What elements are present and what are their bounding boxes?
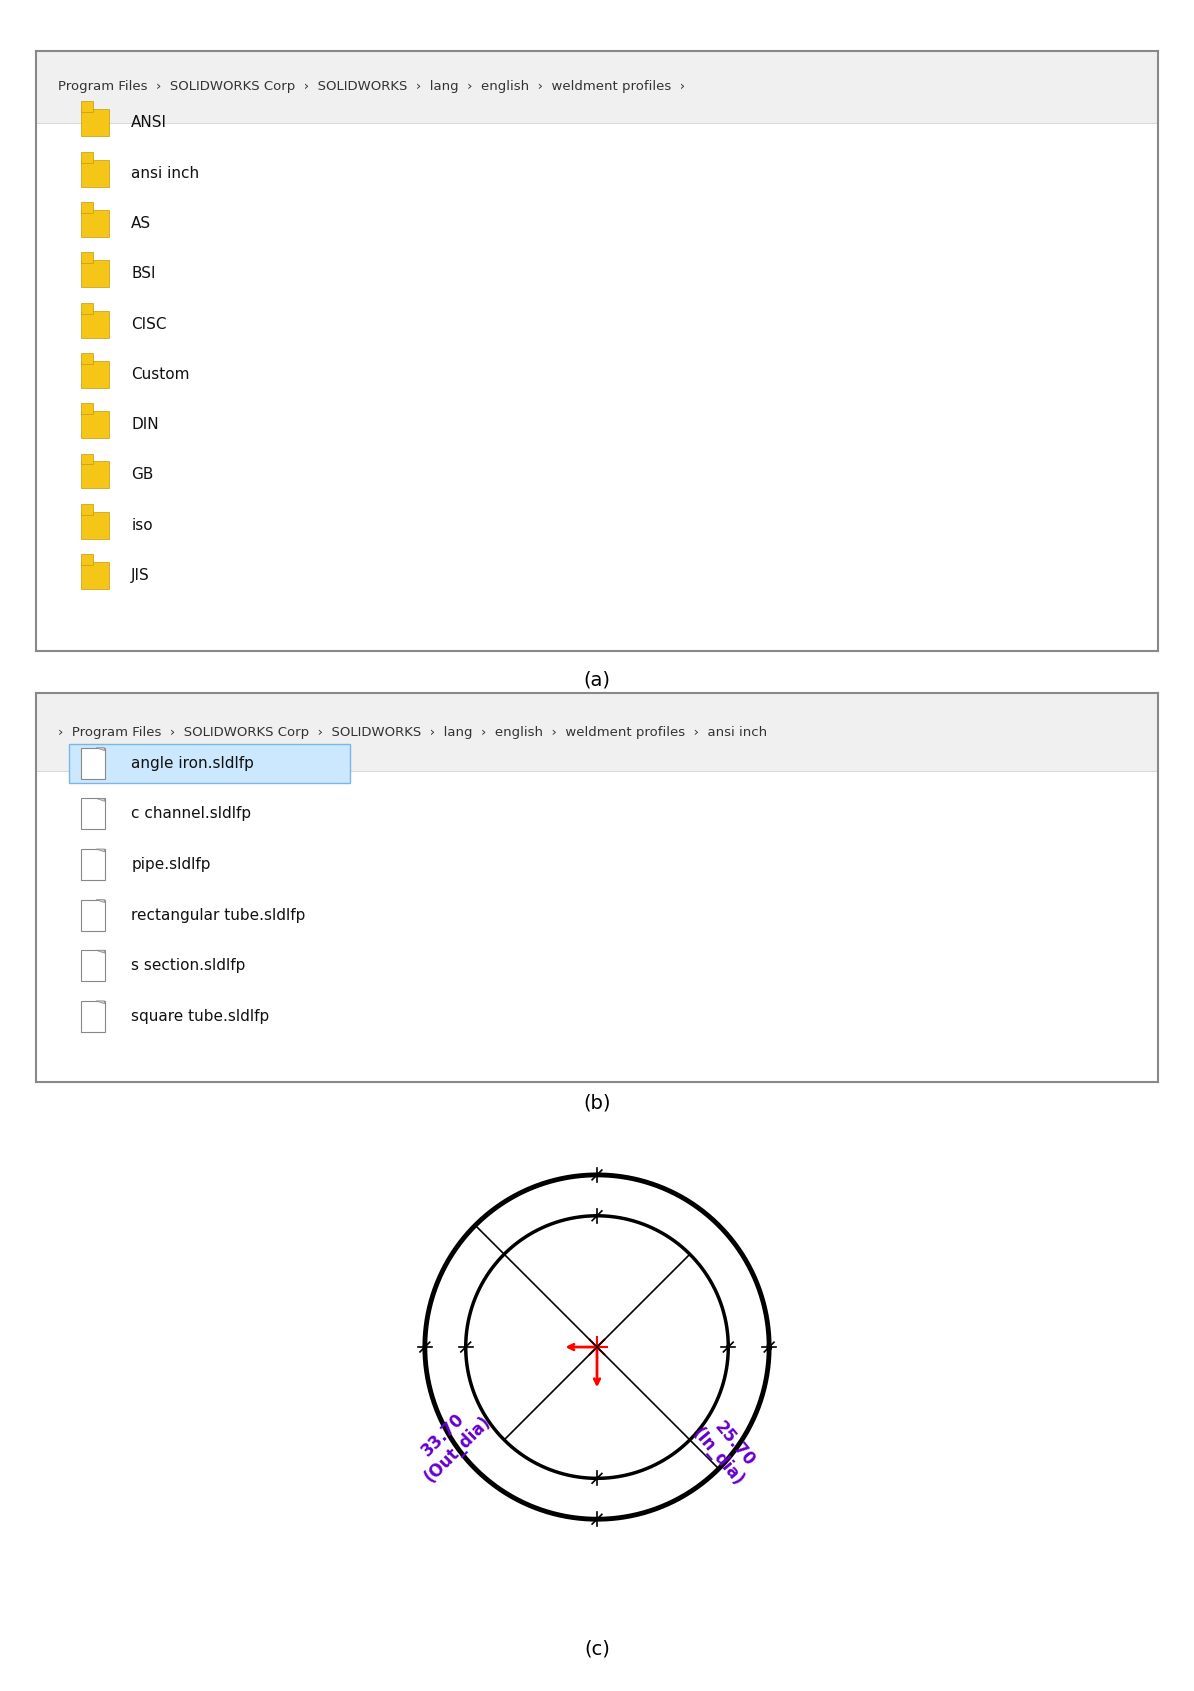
Bar — [81, 462, 109, 489]
Text: JIS: JIS — [131, 568, 150, 583]
Bar — [81, 311, 109, 338]
Bar — [81, 747, 105, 780]
Text: angle iron.sldlfp: angle iron.sldlfp — [131, 756, 254, 771]
Text: (a): (a) — [584, 670, 610, 690]
Text: square tube.sldlfp: square tube.sldlfp — [131, 1010, 270, 1025]
Bar — [81, 152, 93, 162]
Text: AS: AS — [131, 216, 152, 232]
Text: s section.sldlfp: s section.sldlfp — [131, 959, 246, 974]
Bar — [81, 404, 93, 414]
Bar — [81, 504, 93, 514]
Text: BSI: BSI — [131, 265, 155, 281]
Bar — [81, 159, 109, 186]
Bar — [81, 303, 93, 313]
Text: DIN: DIN — [131, 418, 159, 433]
Bar — [81, 453, 93, 465]
Bar — [81, 210, 109, 237]
Bar — [81, 260, 109, 287]
Text: pipe.sldlfp: pipe.sldlfp — [131, 857, 210, 873]
Bar — [81, 353, 93, 364]
Bar — [81, 849, 105, 879]
Text: rectangular tube.sldlfp: rectangular tube.sldlfp — [131, 908, 306, 923]
Text: 33.70
(Out_dia): 33.70 (Out_dia) — [406, 1398, 494, 1486]
Bar — [81, 561, 109, 588]
Text: (c): (c) — [584, 1639, 610, 1659]
Bar — [81, 798, 105, 830]
Bar — [81, 555, 93, 565]
Bar — [81, 360, 109, 387]
Text: CISC: CISC — [131, 316, 167, 331]
Polygon shape — [97, 1001, 105, 1004]
Bar — [81, 203, 93, 213]
Polygon shape — [97, 950, 105, 954]
Bar — [81, 252, 93, 264]
Polygon shape — [97, 849, 105, 852]
Text: iso: iso — [131, 517, 153, 533]
Text: Custom: Custom — [131, 367, 190, 382]
Bar — [81, 101, 93, 112]
Text: c channel.sldlfp: c channel.sldlfp — [131, 807, 252, 822]
Bar — [36, 693, 1158, 771]
Bar — [81, 512, 109, 539]
Bar — [81, 411, 109, 438]
Bar — [81, 900, 105, 930]
Bar — [81, 110, 109, 137]
Text: 25.70
(In_dia): 25.70 (In_dia) — [689, 1410, 763, 1490]
Bar — [36, 51, 1158, 123]
Polygon shape — [97, 900, 105, 903]
Bar — [69, 744, 350, 783]
Polygon shape — [97, 798, 105, 802]
Text: ANSI: ANSI — [131, 115, 167, 130]
Text: Program Files  ›  SOLIDWORKS Corp  ›  SOLIDWORKS  ›  lang  ›  english  ›  weldme: Program Files › SOLIDWORKS Corp › SOLIDW… — [59, 79, 685, 93]
Text: ›  Program Files  ›  SOLIDWORKS Corp  ›  SOLIDWORKS  ›  lang  ›  english  ›  wel: › Program Files › SOLIDWORKS Corp › SOLI… — [59, 725, 768, 739]
Text: ansi inch: ansi inch — [131, 166, 199, 181]
Text: (b): (b) — [583, 1092, 611, 1113]
Bar — [81, 950, 105, 981]
Text: GB: GB — [131, 467, 154, 482]
Polygon shape — [97, 747, 105, 751]
Bar — [81, 1001, 105, 1032]
